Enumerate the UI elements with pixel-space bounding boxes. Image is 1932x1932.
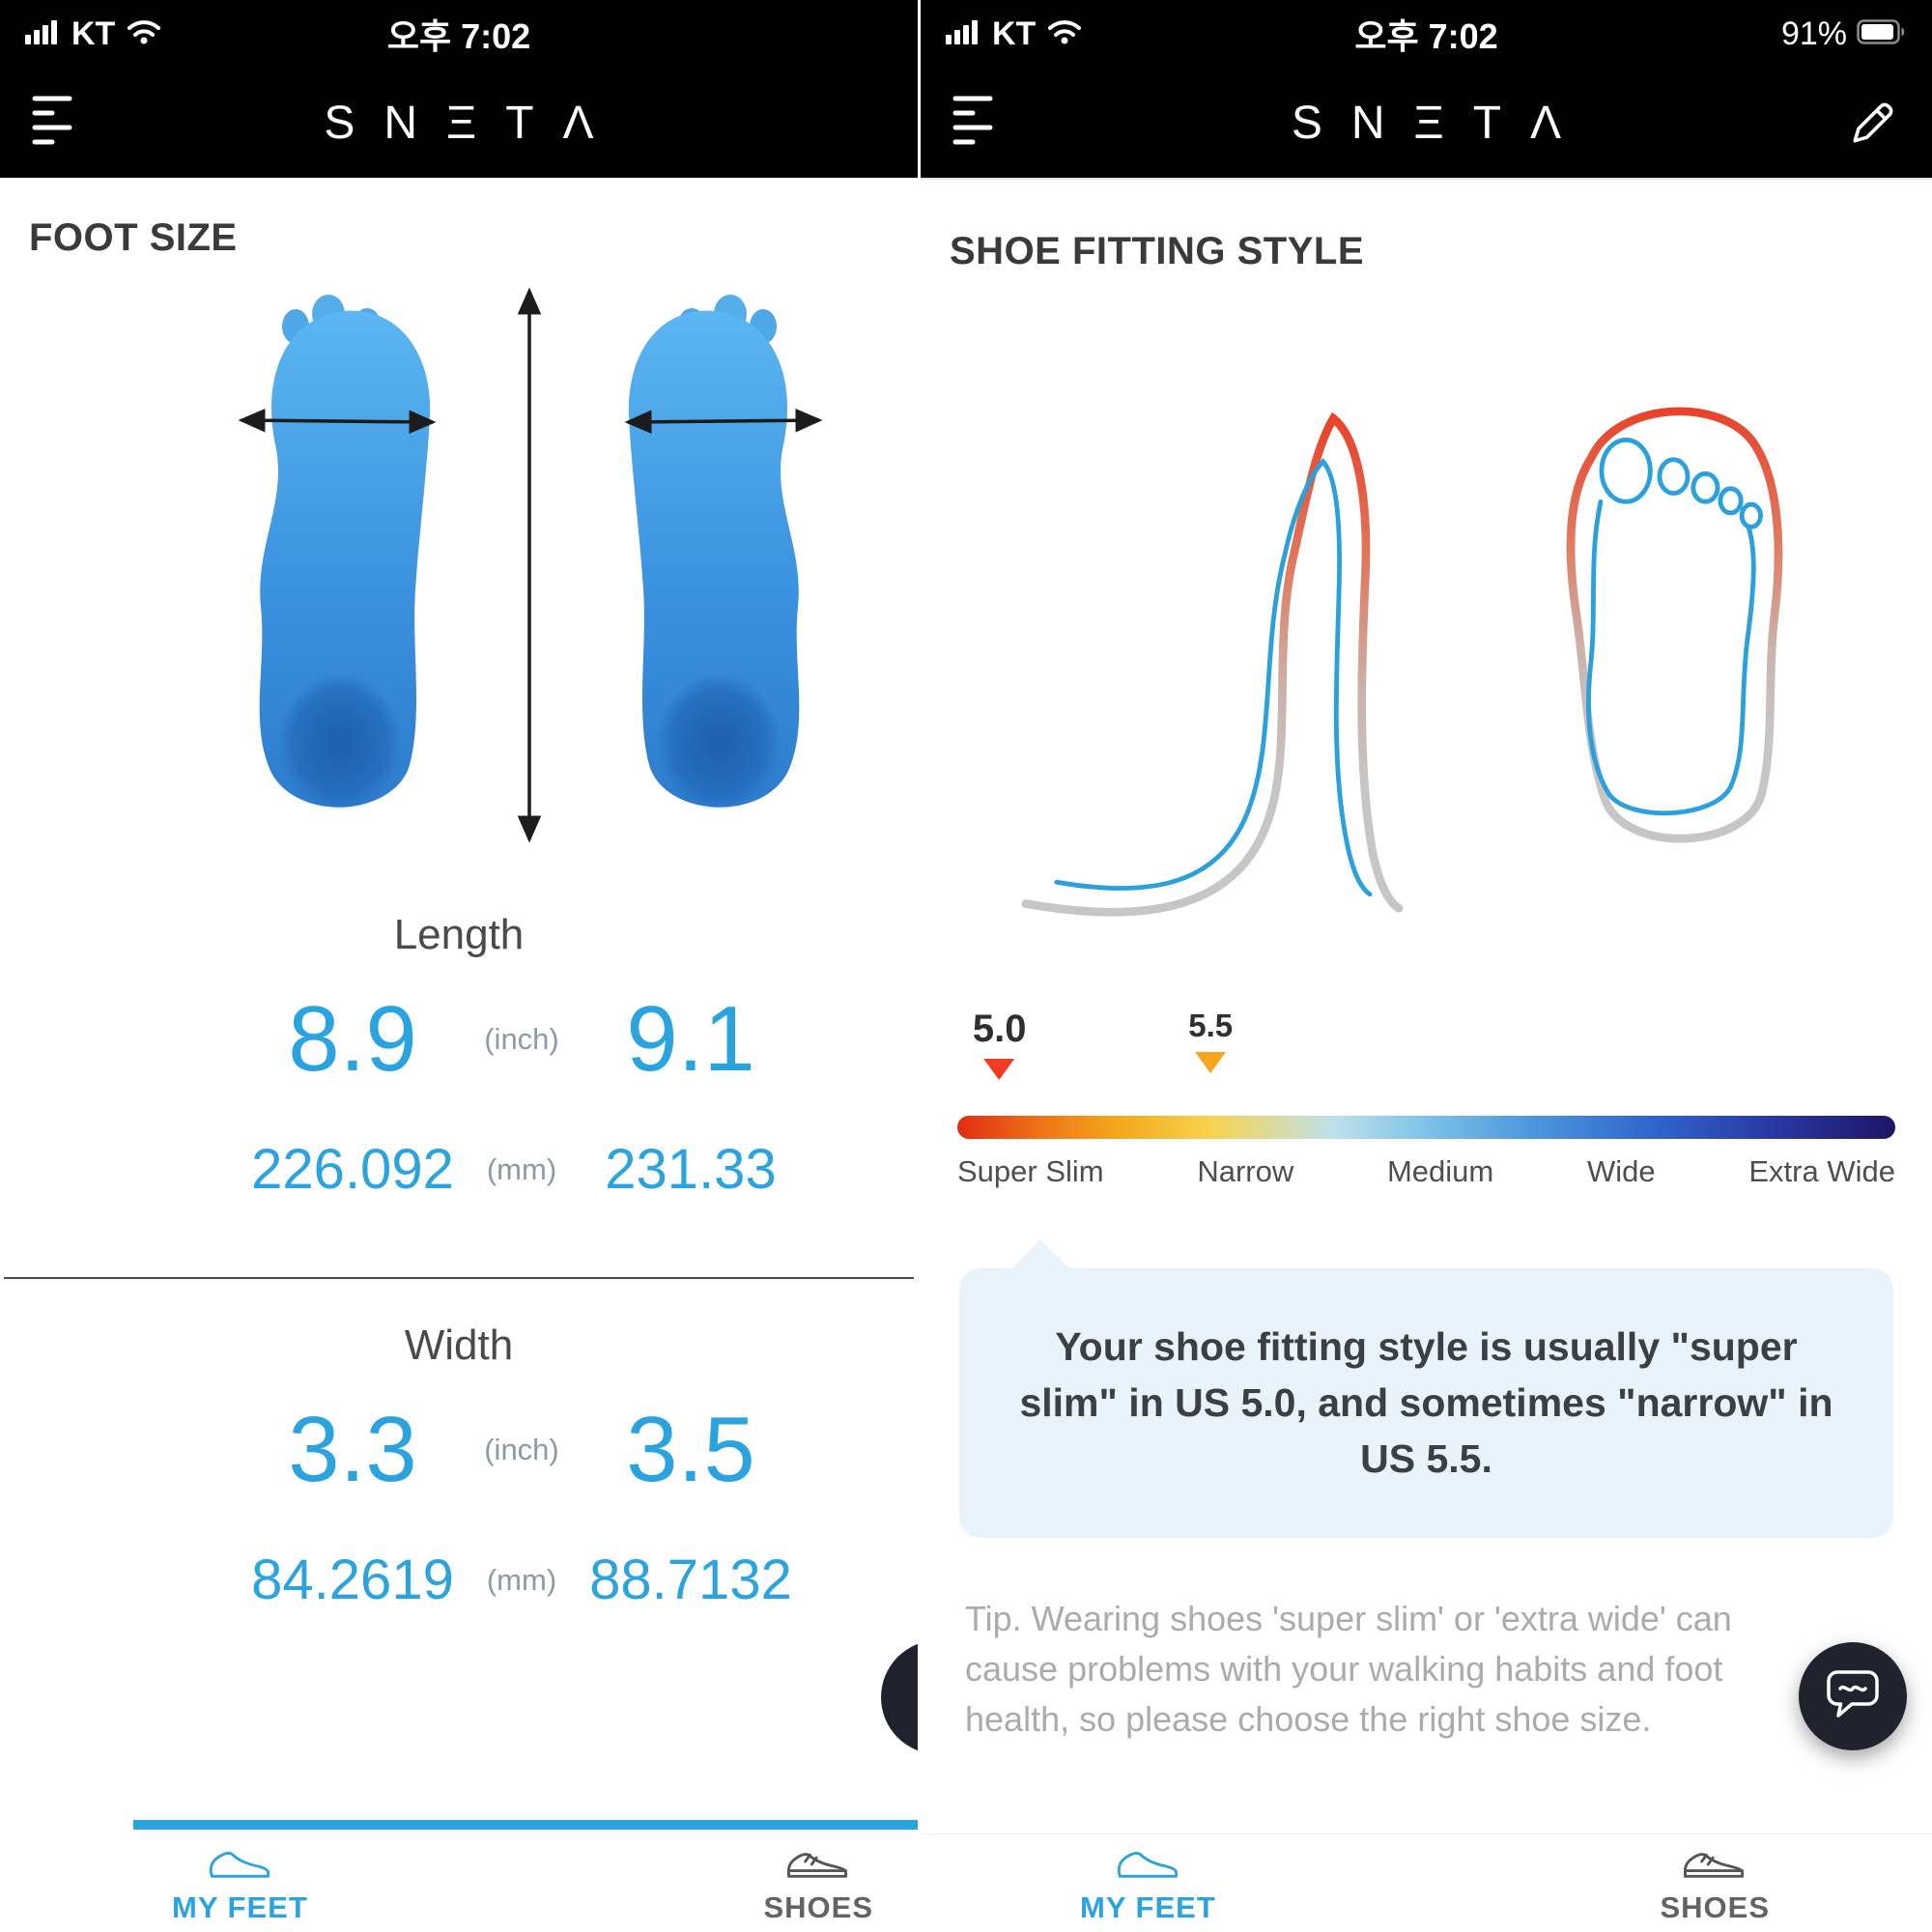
signal-icon [25, 15, 60, 53]
app-logo: SNΞTΛ [1291, 97, 1591, 149]
bottom-nav: MY FEET SHOES [921, 1833, 1932, 1932]
length-inch-unit: (inch) [484, 1022, 559, 1056]
shoe-fit-illustration [1021, 407, 1783, 917]
header-divider [921, 178, 1932, 180]
chat-bubble-icon [1824, 1668, 1882, 1725]
edit-pencil-icon[interactable] [1847, 97, 1899, 154]
foot-scan-illustration [238, 287, 823, 843]
fit-marker-secondary-triangle-icon [1195, 1052, 1227, 1073]
fit-scale: 5.0 5.5 Super Slim Narrow Medium Wide Ex… [957, 1008, 1895, 1201]
status-time: 오후 7:02 [386, 16, 531, 56]
width-mm-row: 84.2619 (mm) 88.7132 [0, 1548, 918, 1612]
width-mm-right-value: 88.7132 [589, 1548, 792, 1611]
chat-button[interactable] [1799, 1642, 1907, 1750]
nav-shoes[interactable]: SHOES [763, 1841, 873, 1925]
section-divider [4, 1277, 914, 1279]
fit-marker-secondary-value: 5.5 [1188, 1008, 1234, 1043]
width-section-label: Width [404, 1321, 514, 1369]
menu-icon[interactable] [29, 91, 79, 156]
my-feet-shoe-icon [1113, 1841, 1182, 1887]
status-bar: KT 오후 7:02 91% [921, 0, 1932, 68]
length-section-label: Length [393, 911, 525, 958]
top-view-foot [1566, 407, 1783, 843]
fit-scale-labels: Super Slim Narrow Medium Wide Extra Wide [957, 1154, 1895, 1189]
page-title-shoe-fitting: SHOE FITTING STYLE [950, 230, 1365, 272]
width-inch-unit: (inch) [484, 1433, 559, 1466]
fit-marker-primary-triangle-icon [983, 1059, 1015, 1080]
nav-shoes-label: SHOES [763, 1889, 873, 1924]
app-header: SNΞTΛ [921, 68, 1932, 178]
battery-percent: 91% [1780, 14, 1847, 52]
nav-my-feet-label: MY FEET [172, 1889, 308, 1924]
my-feet-shoe-icon [205, 1841, 274, 1887]
carrier-label: KT [71, 14, 116, 52]
scale-label-extra-wide: Extra Wide [1748, 1154, 1895, 1188]
nav-shoes-label: SHOES [1660, 1890, 1770, 1924]
fit-marker-primary: 5.0 [972, 1008, 1027, 1080]
length-mm-row: 226.092 (mm) 231.33 [0, 1137, 918, 1202]
fitting-tip-text: Tip. Wearing shoes 'super slim' or 'extr… [965, 1598, 1732, 1740]
width-inch-row: 3.3 (inch) 3.5 [0, 1397, 918, 1503]
scale-label-super-slim: Super Slim [957, 1154, 1104, 1188]
width-mm-left-value: 84.2619 [251, 1548, 454, 1611]
width-inch-right-value: 3.5 [626, 1398, 755, 1501]
scale-label-narrow: Narrow [1197, 1154, 1294, 1188]
width-arrow-right [624, 408, 823, 435]
length-mm-left-value: 226.092 [251, 1138, 454, 1201]
side-view-foot [1021, 412, 1404, 917]
status-bar: KT 오후 7:02 [0, 0, 918, 68]
nav-my-feet[interactable]: MY FEET [1080, 1841, 1216, 1925]
width-inch-left-value: 3.3 [288, 1398, 417, 1501]
app-logo: SNΞTΛ [324, 97, 623, 149]
wifi-icon [127, 15, 161, 53]
fit-marker-primary-value: 5.0 [972, 1008, 1027, 1050]
length-inch-left-value: 8.9 [288, 987, 417, 1091]
scale-label-wide: Wide [1586, 1154, 1656, 1188]
menu-icon[interactable] [950, 91, 1000, 156]
fit-marker-secondary: 5.5 [1188, 1008, 1233, 1073]
floating-action-button-partial[interactable] [881, 1640, 918, 1754]
screen-foot-size: KT 오후 7:02 SNΞTΛ FOOT SIZE [0, 0, 918, 1932]
bottom-nav: MY FEET SHOES [0, 1833, 918, 1932]
status-time: 오후 7:02 [1354, 16, 1498, 56]
fitting-result-callout: Your shoe fitting style is usually "supe… [959, 1239, 1893, 1538]
battery-icon [1857, 15, 1907, 53]
width-arrow-left [238, 408, 437, 435]
shoes-sneaker-icon [783, 1841, 853, 1887]
wifi-icon [1047, 15, 1082, 53]
nav-shoes[interactable]: SHOES [1660, 1841, 1770, 1925]
app-header: SNΞTΛ [0, 68, 918, 178]
nav-my-feet-label: MY FEET [1080, 1890, 1216, 1924]
nav-my-feet[interactable]: MY FEET [172, 1841, 308, 1925]
length-inch-right-value: 9.1 [626, 987, 755, 1091]
active-tab-indicator [133, 1820, 918, 1830]
length-mm-unit: (mm) [486, 1151, 557, 1186]
length-mm-right-value: 231.33 [605, 1138, 777, 1201]
length-inch-row: 8.9 (inch) 9.1 [0, 986, 918, 1093]
page-title-foot-size: FOOT SIZE [29, 216, 238, 259]
signal-icon [946, 15, 980, 53]
scale-label-medium: Medium [1386, 1154, 1494, 1188]
carrier-label: KT [992, 14, 1037, 52]
shoes-sneaker-icon [1680, 1841, 1749, 1887]
fit-gradient-bar [957, 1116, 1895, 1139]
width-mm-unit: (mm) [486, 1562, 557, 1597]
screen-shoe-fitting: KT 오후 7:02 91% SNΞTΛ SHOE FITTING STYLE [918, 0, 1932, 1932]
fitting-result-text: Your shoe fitting style is usually "supe… [1019, 1324, 1833, 1482]
